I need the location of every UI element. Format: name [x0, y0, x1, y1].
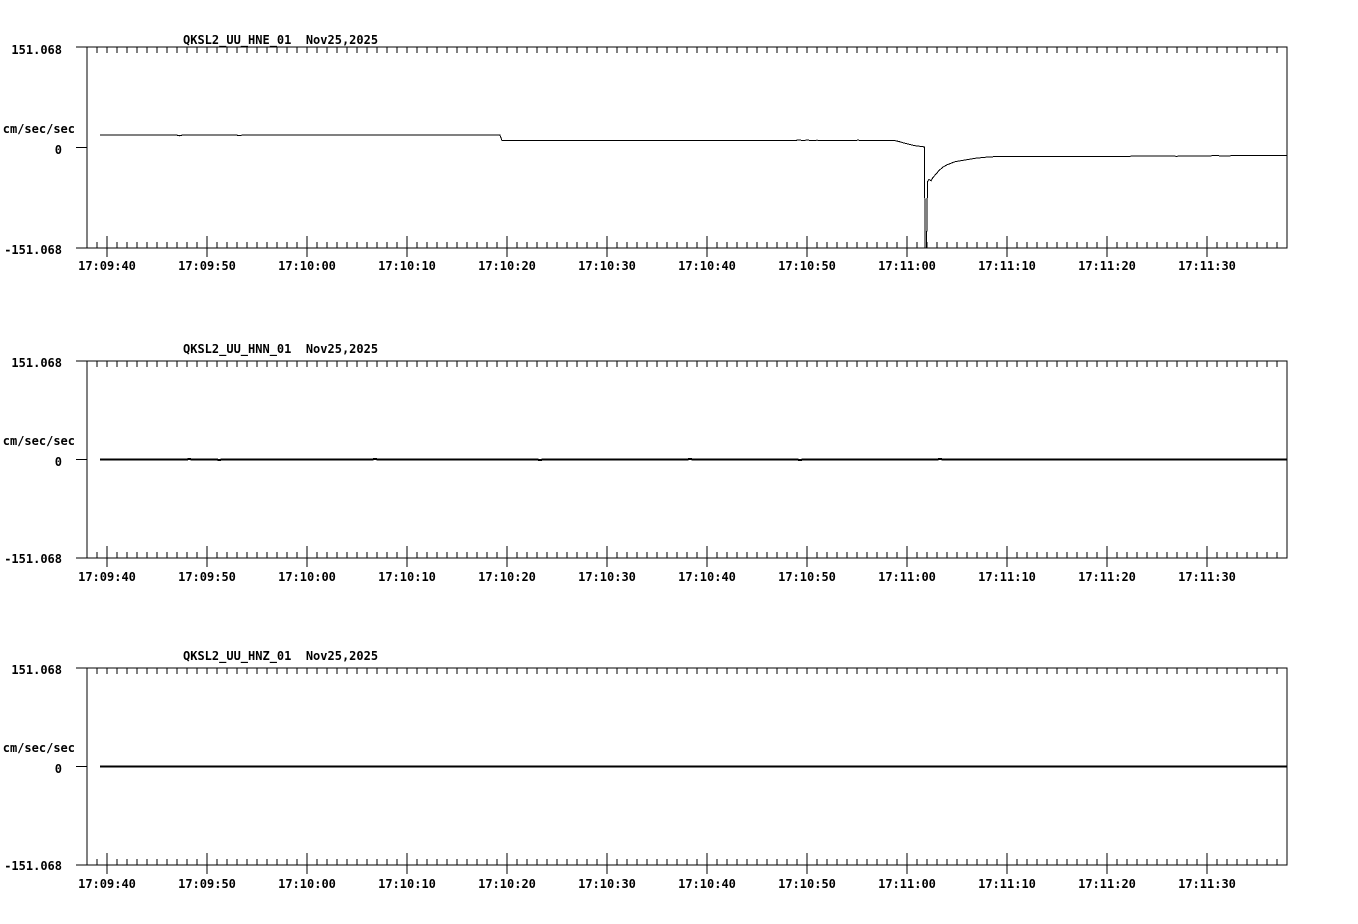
y-axis-unit-label: cm/sec/sec: [2, 741, 75, 755]
x-tick-label: 17:09:40: [78, 259, 136, 273]
y-axis-zero-label: 0: [54, 143, 62, 157]
y-axis-unit-label: cm/sec/sec: [2, 122, 75, 136]
x-tick-label: 17:09:50: [178, 877, 236, 891]
x-tick-label: 17:10:50: [778, 259, 836, 273]
x-tick-label: 17:11:20: [1078, 877, 1136, 891]
chart-title: QKSL2_UU_HNN_01 Nov25,2025: [183, 342, 379, 356]
y-axis-max-label: 151.068: [11, 43, 62, 57]
x-tick-label: 17:10:20: [478, 259, 536, 273]
trace-hne: [100, 134, 1288, 249]
y-axis-unit-label: cm/sec/sec: [2, 434, 75, 448]
trace-hnn: [100, 457, 1287, 462]
x-tick-label: 17:11:20: [1078, 570, 1136, 584]
x-tick-label: 17:10:30: [578, 570, 636, 584]
x-tick-label: 17:10:10: [378, 259, 436, 273]
y-axis-min-label: -151.068: [4, 552, 62, 566]
x-tick-label: 17:11:10: [978, 259, 1036, 273]
x-tick-label: 17:09:40: [78, 877, 136, 891]
y-axis-max-label: 151.068: [11, 356, 62, 370]
chart-title: QKSL2_UU_HNE_01 Nov25,2025: [183, 33, 379, 47]
y-axis-zero-label: 0: [54, 762, 62, 776]
x-tick-label: 17:11:30: [1178, 877, 1236, 891]
x-tick-label: 17:10:20: [478, 570, 536, 584]
y-axis-zero-label: 0: [54, 455, 62, 469]
x-axis-labels: 17:09:40 17:09:50 17:10:00 17:10:10 17:10:20…: [0, 571, 1358, 585]
x-tick-label: 17:10:30: [578, 259, 636, 273]
y-axis-min-label: -151.068: [4, 243, 62, 257]
x-tick-label: 17:10:10: [378, 570, 436, 584]
x-tick-label: 17:11:20: [1078, 259, 1136, 273]
x-tick-label: 17:10:30: [578, 877, 636, 891]
x-axis-labels: 17:09:40 17:09:50 17:10:00 17:10:10 17:10:20…: [0, 878, 1358, 892]
x-tick-label: 17:10:50: [778, 877, 836, 891]
x-tick-label: 17:10:50: [778, 570, 836, 584]
x-tick-label: 17:11:00: [878, 877, 936, 891]
x-tick-label: 17:10:00: [278, 570, 336, 584]
x-tick-label: 17:10:40: [678, 877, 736, 891]
x-tick-label: 17:10:10: [378, 877, 436, 891]
y-axis-max-label: 151.068: [11, 663, 62, 677]
x-tick-label: 17:10:00: [278, 259, 336, 273]
x-tick-label: 17:11:00: [878, 259, 936, 273]
x-tick-label: 17:11:00: [878, 570, 936, 584]
x-tick-label: 17:10:40: [678, 570, 736, 584]
x-tick-label: 17:09:40: [78, 570, 136, 584]
x-tick-label: 17:09:50: [178, 259, 236, 273]
x-tick-label: 17:10:20: [478, 877, 536, 891]
x-tick-label: 17:10:40: [678, 259, 736, 273]
chart-title: QKSL2_UU_HNZ_01 Nov25,2025: [183, 649, 379, 663]
x-tick-label: 17:11:10: [978, 570, 1036, 584]
x-tick-label: 17:11:10: [978, 877, 1036, 891]
y-axis-min-label: -151.068: [4, 859, 62, 873]
x-tick-label: 17:11:30: [1178, 570, 1236, 584]
x-tick-label: 17:10:00: [278, 877, 336, 891]
x-tick-label: 17:11:30: [1178, 259, 1236, 273]
x-tick-label: 17:09:50: [178, 570, 236, 584]
x-axis-labels: 17:09:40 17:09:50 17:10:00 17:10:10 17:10:20…: [0, 260, 1358, 274]
